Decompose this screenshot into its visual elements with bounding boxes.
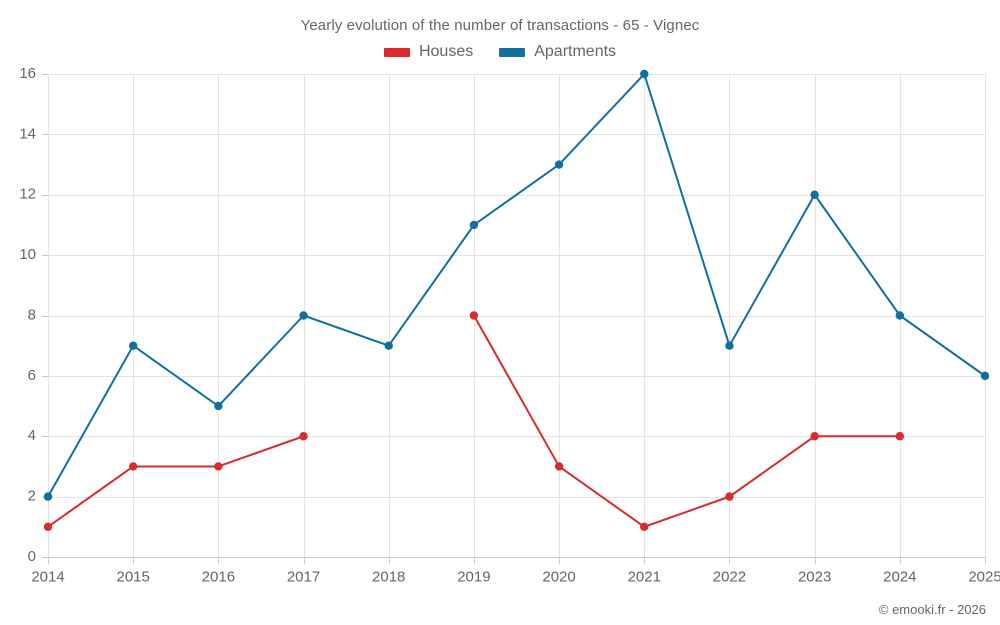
data-point-apartments-2016 (214, 401, 223, 411)
data-point-apartments-2022 (725, 341, 734, 350)
data-point-houses-2016 (214, 462, 223, 471)
y-tick-label: 12 (19, 186, 36, 203)
axis-lines (42, 74, 986, 564)
x-tick-label: 2019 (457, 568, 490, 585)
x-tick-label: 2020 (542, 568, 575, 585)
footer-credit: © emooki.fr - 2026 (878, 602, 986, 617)
legend-label-houses: Houses (418, 43, 474, 60)
data-point-apartments-2021 (640, 69, 649, 79)
data-point-houses-2014 (43, 522, 53, 532)
data-point-apartments-2025 (980, 371, 990, 381)
data-point-houses-2019 (469, 311, 479, 320)
x-tick-label: 2018 (372, 568, 405, 585)
y-axis-ticks: 0 2 4 6 8 10 12 14 16 (19, 65, 36, 565)
data-point-houses-2020 (554, 462, 564, 471)
legend-swatch-apartments-icon (499, 47, 526, 57)
data-point-houses-2022 (725, 492, 734, 501)
x-tick-label: 2014 (31, 568, 64, 585)
y-tick-label: 14 (19, 125, 36, 142)
data-point-houses-2024 (895, 432, 905, 441)
data-point-apartments-2023 (810, 190, 819, 199)
data-point-apartments-2017 (299, 311, 308, 320)
gridlines (48, 74, 986, 558)
x-tick-label: 2016 (202, 568, 235, 585)
legend-item-apartments[interactable]: Apartments (499, 43, 616, 61)
data-point-apartments-2019 (469, 220, 479, 230)
y-tick-label: 16 (19, 65, 36, 82)
data-point-apartments-2018 (384, 341, 393, 350)
data-point-apartments-2015 (128, 341, 138, 350)
y-tick-label: 6 (28, 367, 36, 384)
x-tick-label: 2022 (713, 568, 746, 585)
y-tick-label: 4 (28, 427, 36, 444)
x-tick-label: 2025 (968, 568, 1000, 585)
y-tick-label: 8 (28, 306, 36, 323)
x-tick-label: 2021 (628, 568, 661, 585)
x-axis-ticks: 2014 2015 2016 2017 2018 2019 2020 2021 2022 2023… (31, 568, 1000, 585)
data-point-houses-2021 (640, 522, 649, 532)
series-line-apartments (47, 73, 986, 498)
chart-legend: Houses Apartments (0, 43, 1000, 61)
y-tick-label: 10 (19, 246, 36, 263)
data-point-houses-2015 (128, 462, 138, 471)
legend-label-apartments: Apartments (534, 43, 617, 60)
y-tick-label: 2 (28, 488, 36, 505)
legend-swatch-houses-icon (383, 47, 410, 57)
y-tick-label: 0 (28, 548, 36, 565)
data-point-apartments-2014 (43, 492, 53, 501)
data-point-apartments-2024 (895, 311, 905, 320)
series-line-houses (47, 435, 305, 528)
chart-title: Yearly evolution of the number of transa… (300, 17, 700, 34)
x-tick-label: 2024 (883, 568, 916, 585)
series-line-houses (472, 314, 901, 528)
x-tick-label: 2023 (798, 568, 831, 585)
legend-item-houses[interactable]: Houses (383, 43, 474, 61)
data-series (43, 69, 990, 532)
x-tick-label: 2017 (287, 568, 320, 585)
data-point-houses-2023 (810, 432, 819, 441)
data-point-houses-2017 (299, 432, 308, 441)
data-point-apartments-2020 (554, 160, 564, 169)
x-tick-label: 2015 (116, 568, 149, 585)
